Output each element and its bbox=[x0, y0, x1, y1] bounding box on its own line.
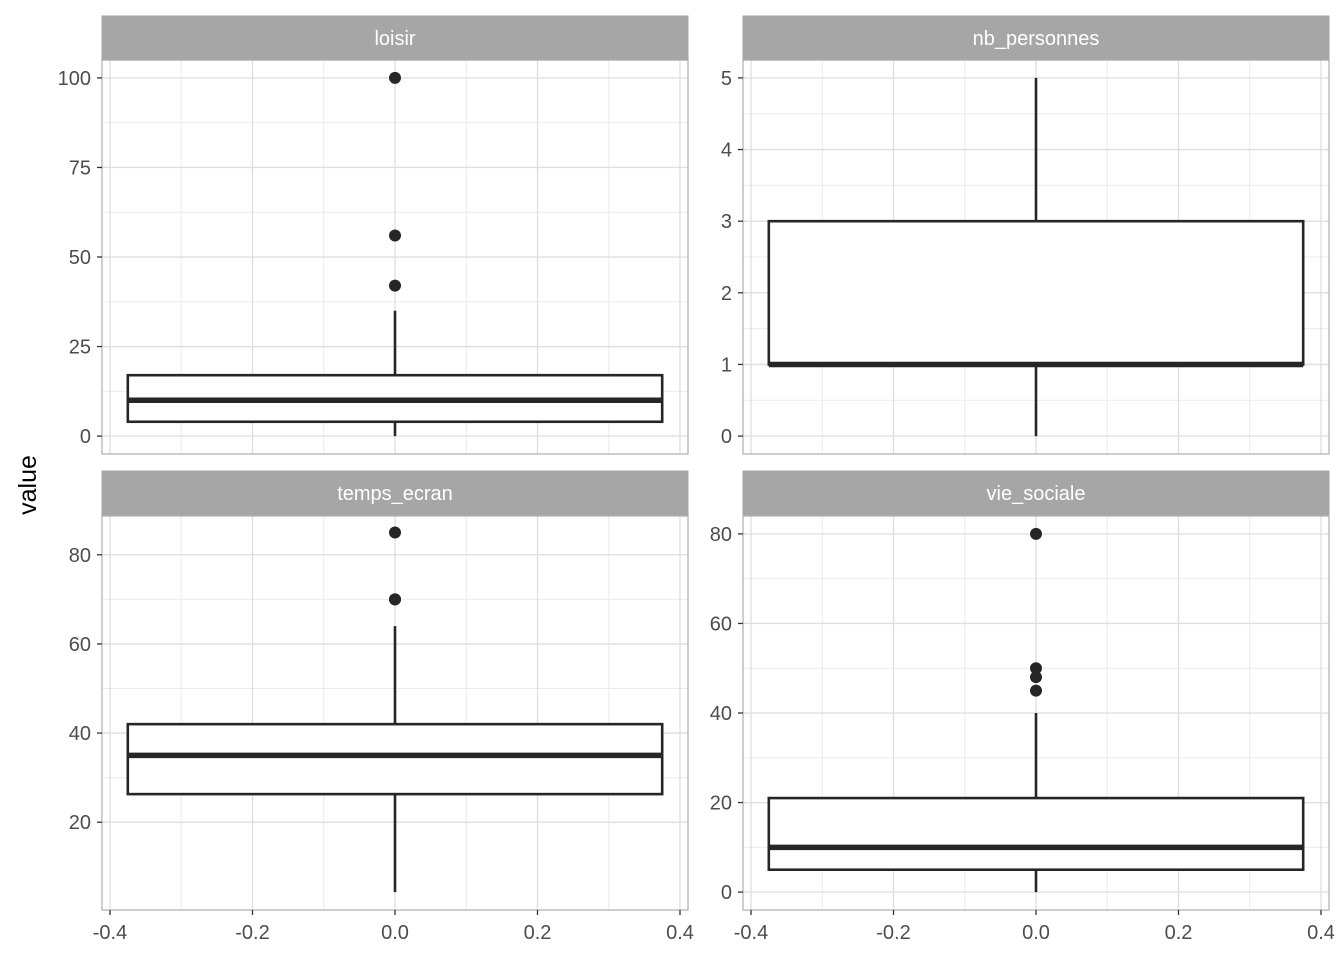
facet-strip bbox=[742, 15, 1330, 61]
y-tick-label: 0 bbox=[80, 426, 91, 448]
outlier-point bbox=[1030, 671, 1042, 684]
y-tick-label: 20 bbox=[69, 812, 91, 834]
facet-strip bbox=[101, 15, 689, 61]
facet-strip bbox=[101, 470, 689, 516]
y-tick-label: 100 bbox=[58, 68, 91, 90]
x-tick-label: -0.2 bbox=[876, 922, 910, 944]
facet-strip-label: loisir bbox=[374, 28, 415, 50]
y-tick-label: 60 bbox=[69, 634, 91, 656]
outlier-point bbox=[389, 279, 401, 292]
outlier-point bbox=[389, 526, 401, 539]
y-tick-label: 0 bbox=[721, 426, 732, 448]
y-tick-label: 75 bbox=[69, 157, 91, 179]
x-tick-label: -0.2 bbox=[235, 922, 269, 944]
y-tick-label: 40 bbox=[710, 703, 732, 725]
facet-panel-temps_ecran: temps_ecran 20 40 60 80 -0.4 -0.2 0.0 0.2 0.4 bbox=[69, 470, 694, 944]
x-tick-label: 0.4 bbox=[1307, 922, 1335, 944]
y-tick-label: 0 bbox=[721, 882, 732, 904]
y-tick-label: 60 bbox=[710, 613, 732, 635]
facet-strip-label: temps_ecran bbox=[337, 483, 453, 505]
y-tick-label: 25 bbox=[69, 337, 91, 359]
outlier-point bbox=[389, 229, 401, 242]
y-tick-label: 20 bbox=[710, 793, 732, 815]
facet-panel-nb_personnes: nb_personnes 0 1 2 3 4 5 bbox=[721, 15, 1330, 455]
outlier-point bbox=[1030, 662, 1042, 675]
outlier-point bbox=[389, 71, 401, 84]
y-tick-label: 4 bbox=[721, 140, 732, 162]
y-tick-label: 3 bbox=[721, 211, 732, 233]
y-tick-label: 40 bbox=[69, 723, 91, 745]
iqr-box bbox=[126, 722, 664, 796]
outlier-point bbox=[389, 593, 401, 606]
facet-strip bbox=[742, 470, 1330, 516]
x-tick-label: 0.2 bbox=[524, 922, 552, 944]
x-tick-label: 0.2 bbox=[1165, 922, 1193, 944]
x-tick-label: -0.4 bbox=[734, 922, 768, 944]
outlier-point bbox=[1030, 527, 1042, 540]
y-tick-label: 50 bbox=[69, 247, 91, 269]
outlier-point bbox=[1030, 684, 1042, 697]
x-tick-label: 0.4 bbox=[666, 922, 694, 944]
facet-strip-label: vie_sociale bbox=[987, 483, 1086, 505]
y-tick-label: 2 bbox=[721, 283, 732, 305]
y-tick-label: 1 bbox=[721, 354, 732, 376]
iqr-box bbox=[767, 796, 1305, 872]
y-tick-label: 80 bbox=[710, 524, 732, 546]
iqr-box bbox=[767, 219, 1305, 366]
y-axis-title: value bbox=[14, 455, 42, 515]
x-tick-label: 0.0 bbox=[381, 922, 409, 944]
facet-panel-loisir: loisir 0 25 50 75 100 bbox=[58, 15, 689, 455]
y-tick-label: 5 bbox=[721, 68, 732, 90]
facet-panel-vie_sociale: vie_sociale 0 20 40 60 80 -0.4 -0.2 0.0 0.2 0.4 bbox=[710, 470, 1335, 944]
facet-strip-label: nb_personnes bbox=[973, 28, 1100, 50]
x-tick-label: -0.4 bbox=[93, 922, 127, 944]
y-tick-label: 80 bbox=[69, 545, 91, 567]
x-tick-label: 0.0 bbox=[1022, 922, 1050, 944]
